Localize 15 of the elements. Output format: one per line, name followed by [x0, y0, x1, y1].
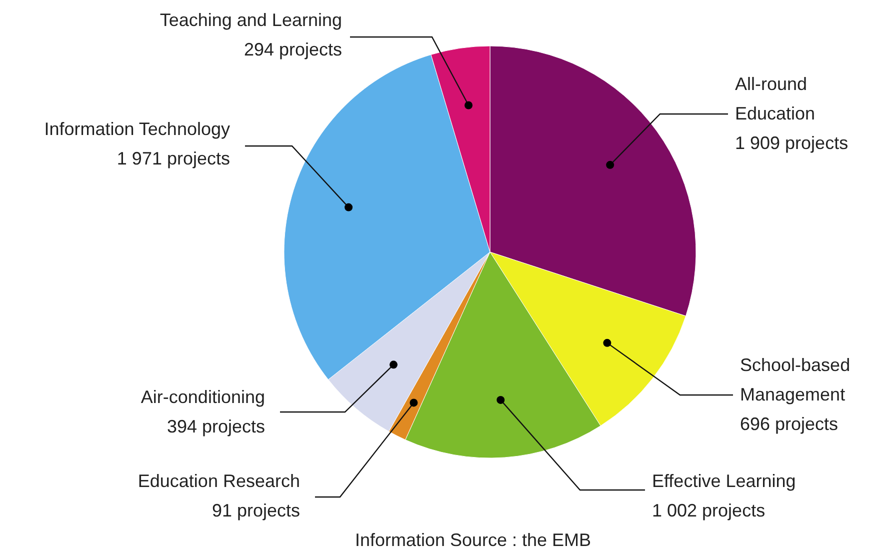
slice-label: Education Research — [138, 471, 300, 491]
slice-label: Information Technology — [44, 119, 230, 139]
data-label: 1 002 projects — [652, 500, 766, 520]
slice-label: All-round Education — [735, 74, 816, 124]
data-label: 394 projects — [166, 416, 265, 436]
slice-label: Air-conditioning — [140, 387, 265, 407]
data-label: 696 projects — [740, 414, 838, 434]
text: Information Source : the EMB — [354, 530, 592, 550]
data-label: 1 971 projects — [116, 148, 230, 168]
data-label: 91 projects — [212, 500, 300, 520]
slice-label: Teaching and Learning — [160, 10, 342, 30]
slice-label: Effective Learning — [652, 471, 796, 491]
data-label: 294 projects — [244, 40, 342, 60]
data-label: 1 909 projects — [735, 133, 848, 153]
slice-label: School-based Management — [740, 355, 850, 404]
